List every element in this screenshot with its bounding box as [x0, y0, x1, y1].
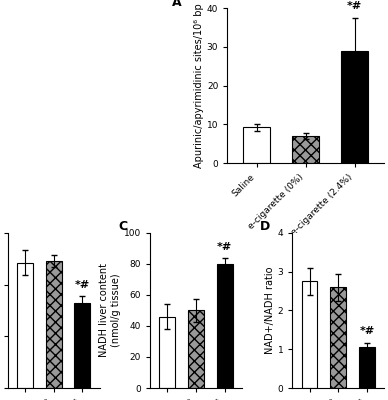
Text: D: D: [260, 220, 270, 234]
Bar: [292, 136, 319, 163]
Bar: [17, 263, 33, 388]
Bar: [159, 317, 175, 388]
Bar: [74, 303, 90, 388]
Text: *#: *#: [347, 2, 362, 12]
Bar: [217, 264, 232, 388]
Bar: [341, 51, 368, 163]
Bar: [359, 347, 375, 388]
Bar: [188, 310, 204, 388]
Y-axis label: NAD+/NADH ratio: NAD+/NADH ratio: [265, 267, 275, 354]
Bar: [330, 287, 346, 388]
Text: *#: *#: [217, 242, 232, 252]
Bar: [301, 281, 317, 388]
Y-axis label: NADH liver content
(nmol/g tissue): NADH liver content (nmol/g tissue): [99, 264, 121, 358]
Bar: [46, 261, 62, 388]
Text: *#: *#: [75, 280, 90, 290]
Text: C: C: [118, 220, 127, 234]
Text: A: A: [172, 0, 182, 8]
Text: *#: *#: [359, 326, 374, 336]
Bar: [243, 128, 270, 163]
Y-axis label: Apurinic/apyrimidinic sites/10⁶ bp: Apurinic/apyrimidinic sites/10⁶ bp: [194, 3, 204, 168]
